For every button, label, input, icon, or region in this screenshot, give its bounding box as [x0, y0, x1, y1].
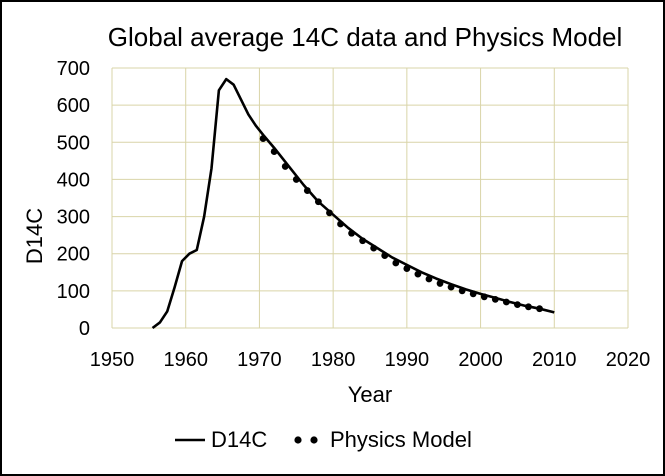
model-point [436, 280, 444, 287]
model-point [425, 275, 433, 283]
model-point [514, 301, 521, 308]
model-point [403, 265, 411, 272]
legend-label-physics-model: Physics Model [330, 427, 472, 452]
y-tick-label: 500 [57, 132, 90, 154]
model-point [469, 290, 477, 298]
x-tick-label: 2000 [458, 349, 503, 371]
series-line-d14c [151, 77, 555, 330]
y-tick-label: 300 [57, 207, 90, 229]
model-point [502, 298, 510, 306]
y-tick-labels: 0 100 200 300 400 500 600 700 [57, 58, 90, 340]
y-tick-label: 600 [57, 95, 90, 117]
model-point [292, 176, 300, 183]
model-point [458, 287, 466, 295]
y-tick-label: 0 [79, 318, 90, 340]
series-group [151, 77, 555, 330]
model-point [326, 209, 333, 217]
model-point [381, 252, 389, 259]
x-axis-label: Year [348, 382, 392, 407]
x-tick-label: 1970 [237, 349, 282, 371]
grid [111, 67, 629, 329]
y-tick-label: 400 [57, 169, 90, 191]
legend: D14C Physics Model [175, 427, 472, 452]
x-tick-label: 2020 [606, 349, 651, 371]
y-tick-label: 700 [57, 58, 90, 80]
y-tick-label: 200 [57, 244, 90, 266]
chart-title: Global average 14C data and Physics Mode… [108, 22, 623, 52]
model-point [480, 293, 488, 301]
legend-label-d14c: D14C [211, 427, 267, 452]
x-tick-label: 2010 [532, 349, 577, 371]
model-point [447, 283, 455, 291]
legend-swatch-dot [294, 436, 302, 444]
model-point [348, 229, 355, 237]
x-tick-label: 1990 [385, 349, 430, 371]
model-point [337, 220, 344, 228]
model-point [359, 237, 367, 245]
y-tick-label: 100 [57, 281, 90, 303]
model-point [414, 270, 422, 278]
model-point [281, 163, 289, 170]
x-tick-labels: 1950 1960 1970 1980 1990 2000 2010 2020 [90, 349, 651, 371]
legend-swatch-dot [310, 436, 318, 444]
model-point [370, 244, 378, 252]
model-point [270, 148, 278, 155]
model-point [303, 187, 311, 194]
x-tick-label: 1980 [311, 349, 356, 371]
model-point [536, 305, 543, 313]
model-point [259, 135, 267, 142]
model-point [392, 259, 400, 267]
x-tick-label: 1960 [163, 349, 208, 371]
model-point [525, 303, 532, 311]
model-point [315, 198, 322, 206]
model-point [491, 296, 499, 303]
y-axis-label: D14C [22, 208, 47, 264]
x-tick-label: 1950 [90, 349, 135, 371]
